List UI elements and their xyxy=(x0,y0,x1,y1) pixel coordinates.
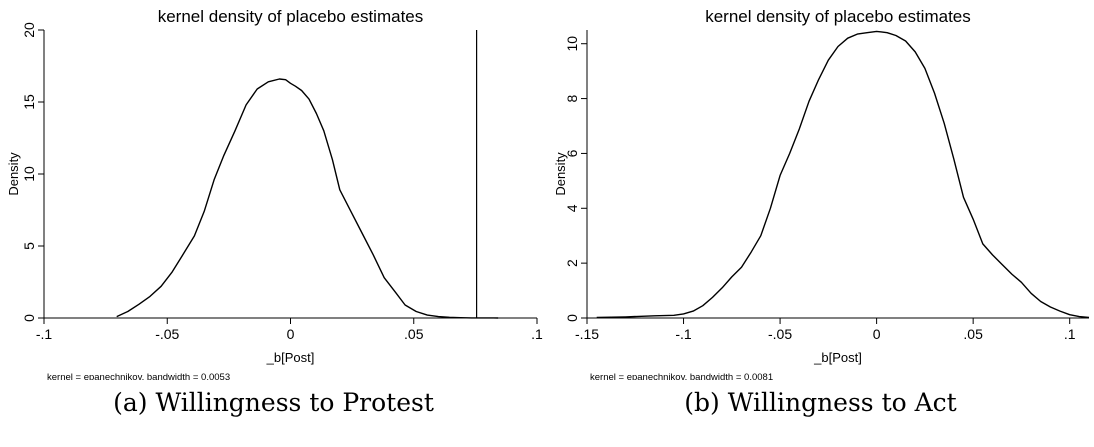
chart-title-a: kernel density of placebo estimates xyxy=(158,7,424,26)
x-axis-label-b: _b[Post] xyxy=(813,350,862,365)
caption-a-label: (a) xyxy=(113,388,148,417)
x-tick-label-b: .1 xyxy=(1064,326,1076,342)
y-tick-label-a: 15 xyxy=(21,94,37,110)
density-line-a xyxy=(116,78,499,319)
chart-note-a: kernel = epanechnikov, bandwidth = 0.005… xyxy=(47,372,230,380)
y-tick-label-b: 2 xyxy=(564,259,580,267)
caption-b: (b) Willingness to Act xyxy=(547,388,1094,417)
x-tick-label-b: -.1 xyxy=(675,326,692,342)
y-tick-label-a: 5 xyxy=(21,242,37,250)
y-tick-label-b: 10 xyxy=(564,36,580,52)
caption-b-text: Willingness to Act xyxy=(727,388,957,417)
chart-a: kernel density of placebo estimates 0 5 10 1… xyxy=(6,7,543,380)
x-tick-label-a: .05 xyxy=(404,326,424,342)
caption-a: (a) Willingness to Protest xyxy=(0,388,547,417)
chart-b: kernel density of placebo estimates 0 2 4 6 8… xyxy=(553,7,1090,380)
y-tick-label-b: 0 xyxy=(564,314,580,322)
panel-a: kernel density of placebo estimates 0 5 10 1… xyxy=(0,7,547,417)
chart-note-b: kernel = epanechnikov, bandwidth = 0.008… xyxy=(590,372,773,380)
y-tick-label-a: 10 xyxy=(21,166,37,182)
y-tick-label-a: 0 xyxy=(21,314,37,322)
x-tick-label-a: .1 xyxy=(531,326,543,342)
y-axis-label-a: Density xyxy=(6,152,21,196)
density-line-b xyxy=(596,30,1090,319)
x-tick-label-b: 0 xyxy=(873,326,881,342)
chart-title-b: kernel density of placebo estimates xyxy=(705,7,971,26)
x-tick-label-a: -.05 xyxy=(155,326,179,342)
y-axis-label-b: Density xyxy=(553,152,568,196)
y-tick-label-b: 8 xyxy=(564,94,580,102)
panel-b: kernel density of placebo estimates 0 2 4 6 8… xyxy=(547,0,1094,447)
caption-b-label: (b) xyxy=(684,388,720,417)
y-tick-label-a: 20 xyxy=(21,22,37,38)
x-axis-label-a: _b[Post] xyxy=(266,350,315,365)
x-tick-label-a: -.1 xyxy=(36,326,53,342)
x-tick-label-b: -.15 xyxy=(575,326,599,342)
y-tick-label-b: 4 xyxy=(564,204,580,212)
x-tick-label-b: .05 xyxy=(963,326,983,342)
x-tick-label-b: -.05 xyxy=(768,326,792,342)
y-tick-label-b: 6 xyxy=(564,149,580,157)
x-tick-label-a: 0 xyxy=(287,326,295,342)
caption-a-text: Willingness to Protest xyxy=(155,388,434,417)
